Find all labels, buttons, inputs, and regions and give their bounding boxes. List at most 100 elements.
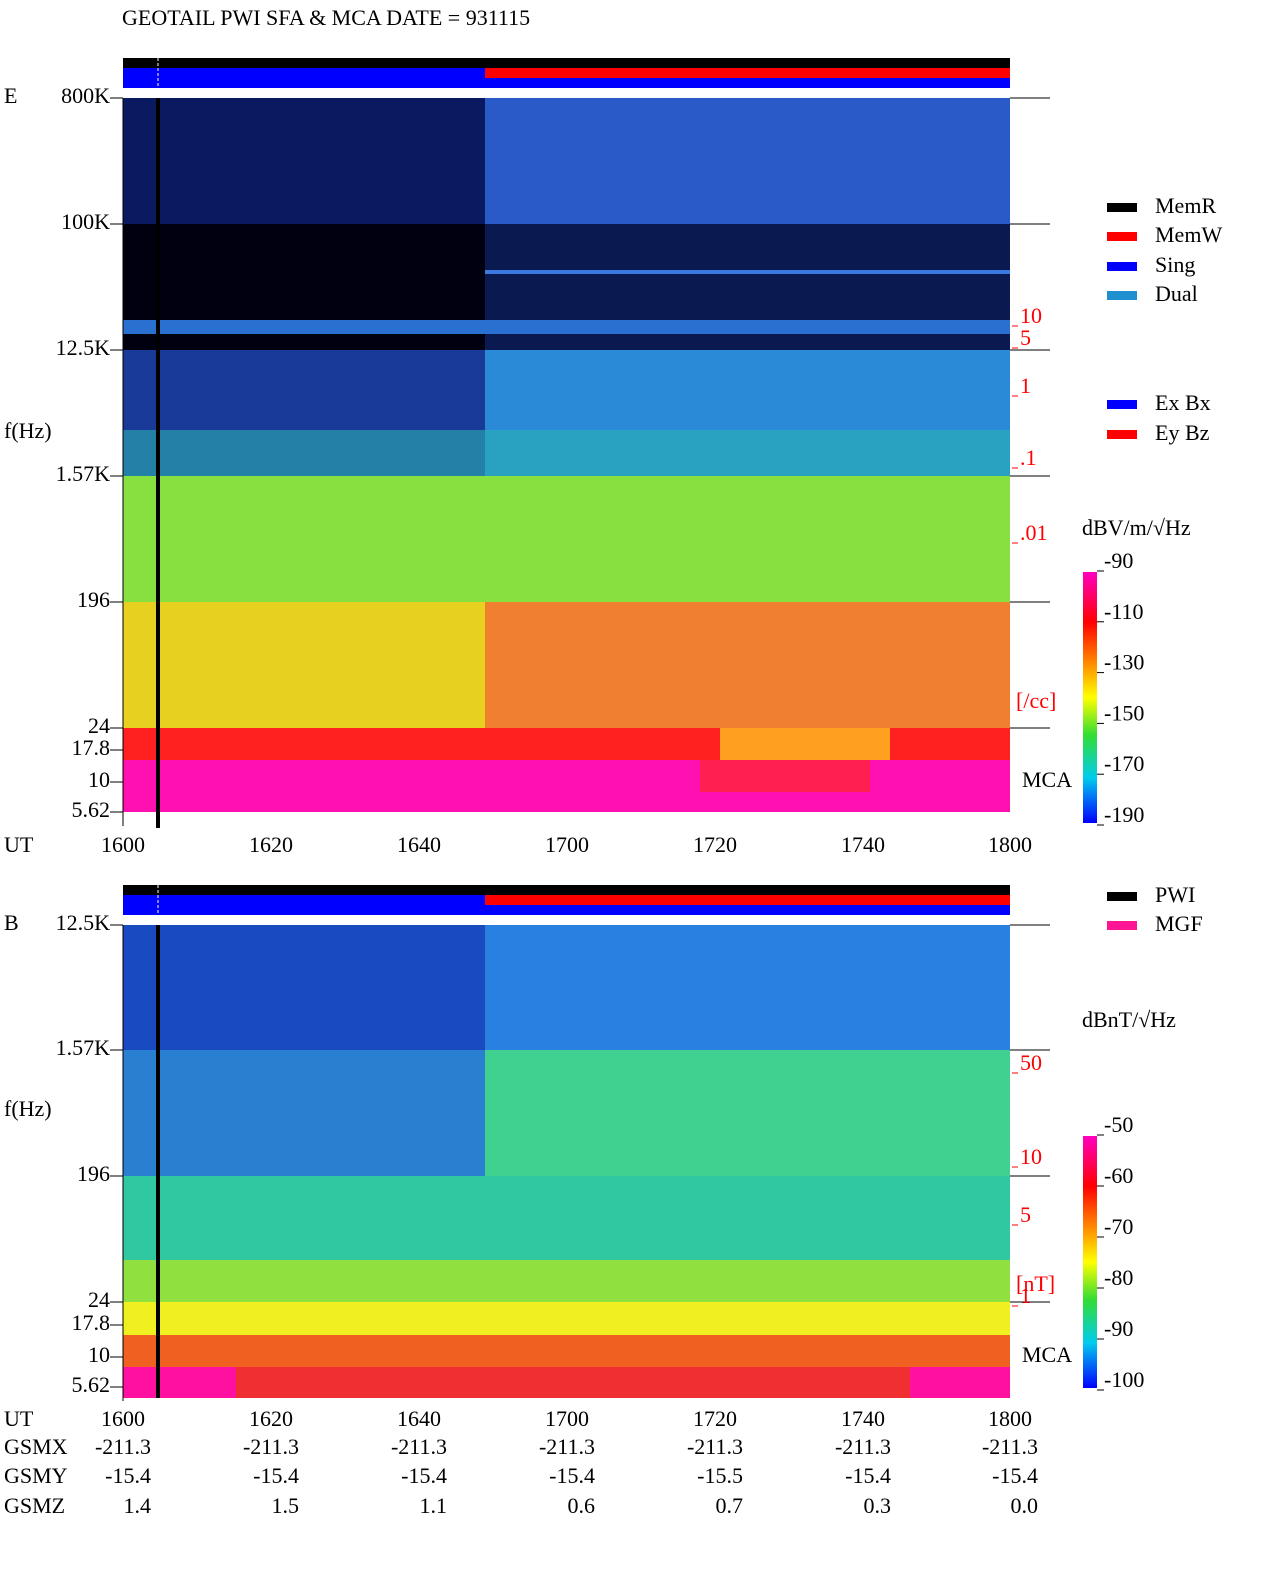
legend-swatch: [1107, 291, 1137, 300]
orbit-value: 0.6: [568, 1493, 596, 1518]
x-axis-label: UT: [4, 832, 34, 857]
orbit-value: 1.5: [272, 1493, 300, 1518]
orbit-label: GSMX: [4, 1434, 68, 1459]
orbit-value: -211.3: [391, 1434, 447, 1459]
colorbar-tick-label: -150: [1104, 700, 1144, 725]
right-tick-label: 5: [1020, 325, 1031, 350]
y-tick-label: 196: [77, 587, 110, 612]
colorbar-tick-label: -110: [1104, 599, 1144, 624]
x-tick-label: 1700: [545, 1406, 589, 1431]
colorbar: [1083, 1136, 1097, 1388]
legend-label: Ey Bz: [1155, 420, 1210, 445]
panel-label: B: [4, 910, 19, 935]
y-tick-label: 24: [88, 1287, 110, 1312]
x-tick-label: 1600: [101, 1406, 145, 1431]
legend-swatch: [1107, 400, 1137, 409]
panel-label: E: [4, 83, 17, 108]
orbit-value: -211.3: [982, 1434, 1038, 1459]
right-tick-label: [/cc]: [1016, 688, 1056, 713]
legend-label: MemW: [1155, 222, 1222, 247]
colorbar-tick-label: -170: [1104, 751, 1144, 776]
orbit-value: -211.3: [687, 1434, 743, 1459]
orbit-label: GSMY: [4, 1463, 68, 1488]
colorbar-tick-label: -50: [1104, 1112, 1133, 1137]
legend-label: MGF: [1155, 911, 1203, 936]
colorbar-tick-label: -90: [1104, 1316, 1133, 1341]
orbit-label: GSMZ: [4, 1493, 65, 1518]
mca-label: MCA: [1022, 1342, 1072, 1367]
legend-swatch: [1107, 232, 1137, 241]
legend-label: Dual: [1155, 281, 1198, 306]
x-tick-label: 1800: [988, 832, 1032, 857]
colorbar-tick-label: -80: [1104, 1265, 1133, 1290]
x-tick-label: 1740: [841, 1406, 885, 1431]
y-tick-label: 1.57K: [56, 1035, 111, 1060]
mca-label: MCA: [1022, 767, 1072, 792]
x-axis-label: UT: [4, 1406, 34, 1431]
spectrogram-e: [123, 98, 1010, 828]
right-tick-label: 1: [1020, 373, 1031, 398]
legend-swatch: [1107, 892, 1137, 901]
right-tick-label: .01: [1020, 520, 1048, 545]
colorbar-tick-label: -90: [1104, 548, 1133, 573]
y-tick-label: 100K: [61, 209, 110, 234]
right-tick-label: 10: [1020, 303, 1042, 328]
y-tick-label: 800K: [61, 83, 110, 108]
y-axis-label: f(Hz): [4, 1096, 52, 1121]
colorbar-tick-label: -190: [1104, 802, 1144, 827]
legend-swatch: [1107, 430, 1137, 439]
orbit-value: 0.0: [1011, 1493, 1039, 1518]
status-bar: [123, 78, 1010, 88]
orbit-value: -211.3: [539, 1434, 595, 1459]
y-tick-label: 196: [77, 1161, 110, 1186]
orbit-value: -211.3: [243, 1434, 299, 1459]
legend-label: Sing: [1155, 252, 1195, 277]
orbit-value: -211.3: [95, 1434, 151, 1459]
orbit-value: -15.4: [549, 1463, 595, 1488]
y-tick-label: 5.62: [72, 1372, 111, 1397]
right-tick-label: 50: [1020, 1050, 1042, 1075]
orbit-value: 0.7: [716, 1493, 744, 1518]
orbit-value: -15.5: [697, 1463, 743, 1488]
y-axis-label: f(Hz): [4, 418, 52, 443]
y-tick-label: 17.8: [72, 735, 111, 760]
legend-label: MemR: [1155, 193, 1216, 218]
colorbar-tick-label: -130: [1104, 650, 1144, 675]
colorbar-tick-label: -70: [1104, 1214, 1133, 1239]
x-tick-label: 1800: [988, 1406, 1032, 1431]
legend-label: Ex Bx: [1155, 390, 1211, 415]
status-bar: [485, 895, 1010, 905]
status-bar: [123, 905, 1010, 915]
orbit-value: -15.4: [401, 1463, 447, 1488]
status-bar: [123, 58, 1010, 68]
title: GEOTAIL PWI SFA & MCA DATE = 931115: [122, 5, 530, 30]
y-tick-label: 5.62: [72, 797, 111, 822]
colorbar-unit: dBnT/√Hz: [1082, 1007, 1176, 1032]
y-tick-label: 24: [88, 713, 110, 738]
y-tick-label: 17.8: [72, 1310, 111, 1335]
orbit-value: -15.4: [105, 1463, 151, 1488]
spectrogram-b: [123, 925, 1010, 1398]
legend-swatch: [1107, 921, 1137, 930]
x-tick-label: 1640: [397, 832, 441, 857]
x-tick-label: 1640: [397, 1406, 441, 1431]
colorbar-tick-label: -100: [1104, 1367, 1144, 1392]
legend-swatch: [1107, 262, 1137, 271]
x-tick-label: 1740: [841, 832, 885, 857]
y-tick-label: 10: [88, 1342, 110, 1367]
colorbar: [1083, 572, 1097, 823]
status-bar: [123, 885, 1010, 895]
right-tick-label: [nT]: [1016, 1271, 1055, 1296]
x-tick-label: 1720: [693, 1406, 737, 1431]
y-tick-label: 1.57K: [56, 461, 111, 486]
right-tick-label: 1: [1020, 1283, 1031, 1308]
y-tick-label: 12.5K: [56, 335, 111, 360]
colorbar-unit: dBV/m/√Hz: [1082, 515, 1191, 540]
orbit-value: 1.1: [420, 1493, 448, 1518]
x-tick-label: 1720: [693, 832, 737, 857]
orbit-value: 1.4: [124, 1493, 152, 1518]
status-bar: [485, 68, 1010, 78]
right-tick-label: 5: [1020, 1202, 1031, 1227]
orbit-value: -211.3: [835, 1434, 891, 1459]
